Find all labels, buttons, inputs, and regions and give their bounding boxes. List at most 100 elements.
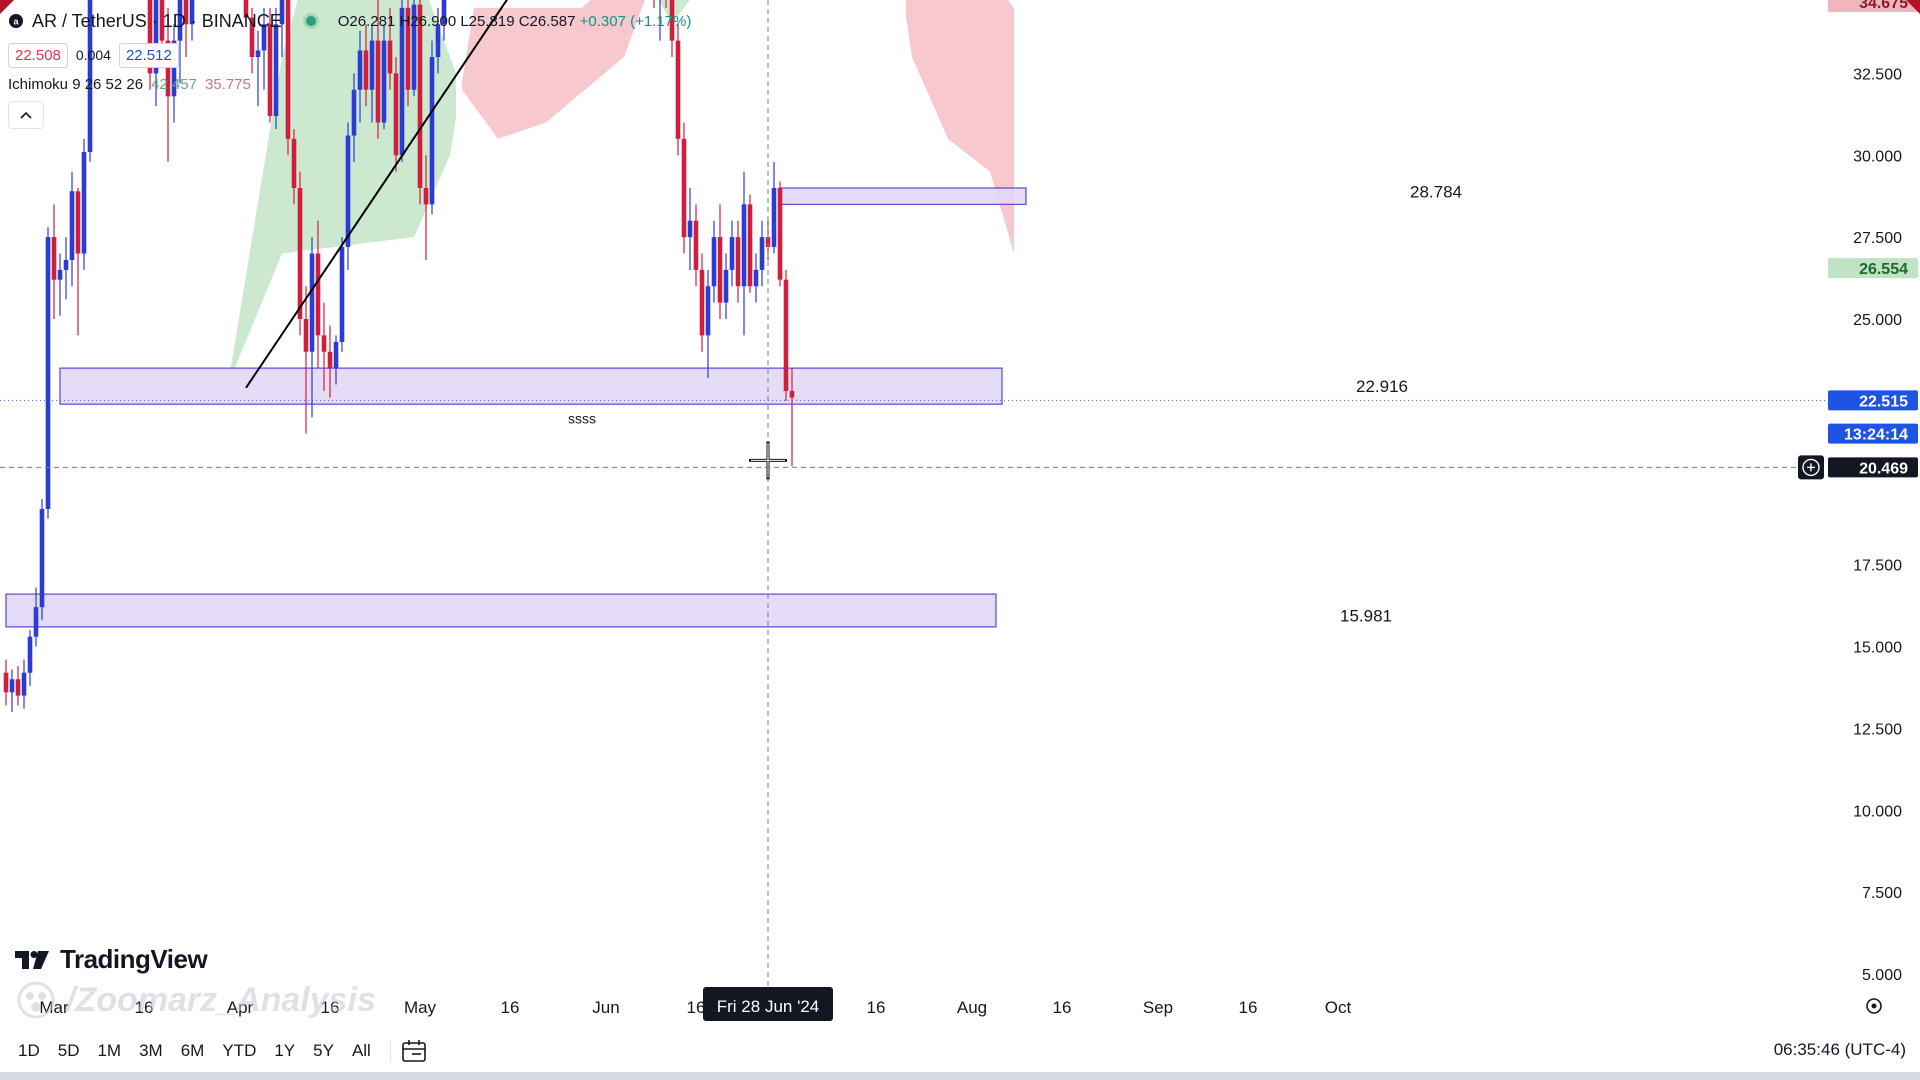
candle-body: [153, 0, 159, 74]
time-tick-label: Jun: [592, 998, 619, 1017]
support-resistance-zone[interactable]: [5, 593, 997, 628]
time-tick-label: 16: [501, 998, 520, 1017]
collapse-legend-button[interactable]: [8, 101, 44, 129]
range-3m[interactable]: 3M: [139, 1041, 163, 1060]
bottom-edge-strip: [0, 1072, 1920, 1080]
candle-body: [693, 220, 699, 270]
candle-body: [27, 636, 33, 673]
range-5y[interactable]: 5Y: [313, 1041, 334, 1060]
candle-body: [765, 237, 771, 247]
candle-body: [267, 24, 273, 116]
price-axis-tag: [1828, 457, 1918, 478]
time-tick-label: 16: [1053, 998, 1072, 1017]
candles: [3, 0, 795, 712]
candle-body: [675, 40, 681, 139]
candle-body: [669, 0, 675, 41]
tradingview-logo-icon: [15, 950, 49, 969]
range-1m[interactable]: 1M: [97, 1041, 122, 1060]
time-tick-label: 16: [321, 998, 340, 1017]
price-axis-tag-label: 13:24:14: [1844, 427, 1908, 444]
support-resistance-zone[interactable]: [779, 187, 1027, 206]
price-tick-label: 10.000: [1853, 803, 1902, 820]
candle-body: [789, 391, 795, 398]
candle-body: [339, 246, 345, 342]
candle-body: [57, 269, 63, 280]
indicator-name: Ichimoku 9 26 52 26: [8, 76, 144, 93]
candle-body: [63, 260, 69, 270]
candle-body: [759, 237, 765, 270]
trend-line[interactable]: [245, 0, 768, 389]
gear-icon[interactable]: [1866, 998, 1882, 1014]
spread-value: 0.004: [75, 47, 111, 63]
candle-body: [357, 50, 363, 90]
candle-body: [327, 351, 333, 369]
market-status-dot: [305, 16, 316, 26]
price-axis-bg: [1826, 0, 1920, 1032]
chart-legend: a AR / TetherUS · 1D · BINANCE O26.281 H…: [8, 8, 691, 129]
toolbar-divider: [389, 1040, 391, 1062]
candle-body: [69, 191, 75, 261]
candle-body: [21, 672, 27, 696]
price-axis-tag-label: 26.554: [1859, 261, 1908, 278]
candle-body: [45, 237, 51, 509]
candle-body: [315, 253, 321, 336]
add-alert-button[interactable]: [1798, 455, 1824, 480]
price-axis-tag: [1828, 390, 1918, 411]
candle-body: [147, 0, 153, 74]
candle-body: [369, 40, 375, 90]
symbol-title[interactable]: AR / TetherUS · 1D · BINANCE: [32, 10, 282, 31]
candle-body: [249, 17, 255, 57]
candle-body: [441, 0, 447, 25]
candle-body: [15, 679, 21, 696]
candle-body: [171, 40, 177, 97]
candle-body: [51, 237, 57, 280]
indicator-value-1: 42.457: [151, 76, 197, 93]
candle-body: [699, 269, 705, 336]
price-change: +0.307 (+1.17%): [579, 12, 692, 30]
sell-button[interactable]: 22.508: [8, 42, 68, 68]
candle-body: [39, 508, 45, 608]
time-tick-label: Sep: [1143, 998, 1173, 1017]
time-tick-label: 16: [1239, 998, 1258, 1017]
range-1d[interactable]: 1D: [18, 1041, 40, 1060]
candle-body: [423, 188, 429, 205]
crosshair-cursor-icon: [749, 441, 787, 480]
candle-body: [705, 286, 711, 336]
time-tick-label: 16: [867, 998, 886, 1017]
candle-body: [711, 237, 717, 287]
range-all[interactable]: All: [351, 1041, 371, 1060]
range-1y[interactable]: 1Y: [274, 1041, 296, 1060]
candle-body: [729, 237, 735, 270]
range-5d[interactable]: 5D: [57, 1041, 80, 1060]
candle-body: [435, 24, 441, 57]
time-tick-label: Apr: [227, 998, 254, 1017]
candle-body: [681, 138, 687, 238]
ohlc-text: O26.281 H26.900 L25.819 C26.587: [337, 12, 576, 30]
buy-button[interactable]: 22.512: [118, 42, 179, 68]
candle-body: [741, 204, 747, 287]
tradingview-logo-text: TradingView: [60, 944, 208, 974]
range-ytd[interactable]: YTD: [222, 1041, 257, 1060]
range-6m[interactable]: 6M: [180, 1041, 205, 1060]
candle-body: [75, 191, 81, 254]
price-tick-label: 17.500: [1853, 558, 1902, 575]
clock-timezone[interactable]: 06:35:46 (UTC-4): [1773, 1040, 1906, 1059]
indicator-legend[interactable]: Ichimoku 9 26 52 26 42.457 35.775: [8, 76, 691, 93]
calendar-icon[interactable]: [401, 1039, 427, 1063]
crosshair-date-label: Fri 28 Jun '24: [717, 997, 819, 1016]
tradingview-logo[interactable]: TradingView: [14, 944, 208, 975]
price-axis-tag: [1828, 0, 1918, 13]
price-axis-tag-label: 22.515: [1859, 393, 1908, 410]
candle-body: [333, 341, 339, 369]
candle-body: [81, 151, 87, 254]
candle-body: [159, 0, 165, 41]
bottom-toolbar: 1D 5D 1M 3M 6M YTD 1Y 5Y All 06:35:46 (U…: [0, 1032, 1920, 1070]
candle-body: [183, 0, 189, 25]
price-tick-label: 32.500: [1853, 66, 1902, 83]
candle-body: [783, 279, 789, 392]
support-resistance-zone[interactable]: [59, 367, 1003, 405]
plus-circle-icon: [1802, 458, 1820, 477]
price-tick-label: 30.000: [1853, 148, 1902, 165]
